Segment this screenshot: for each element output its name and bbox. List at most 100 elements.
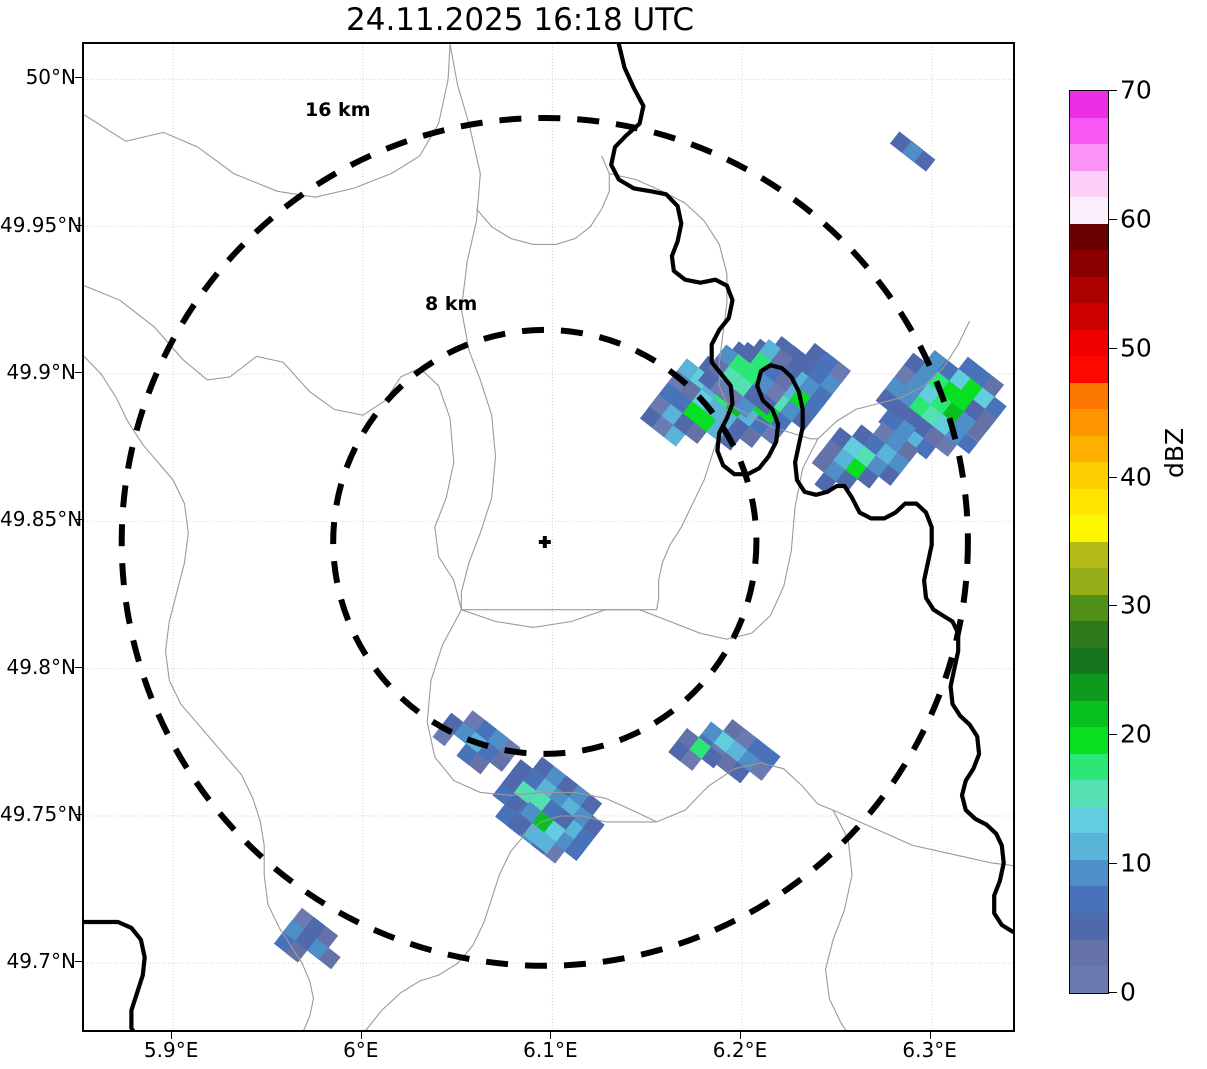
radar-cell xyxy=(651,415,674,438)
radar-plot-area[interactable] xyxy=(82,42,1015,1032)
radar-cell xyxy=(921,404,943,427)
radar-cell xyxy=(854,445,876,468)
radar-cell xyxy=(682,401,704,423)
radar-cell xyxy=(842,436,864,458)
country-border-southwest xyxy=(84,919,147,1030)
radar-cell xyxy=(887,398,910,420)
radar-cell xyxy=(739,426,762,448)
colorbar-band xyxy=(1070,382,1108,410)
colorbar-band xyxy=(1070,91,1108,118)
radar-cell xyxy=(817,352,839,374)
radar-cell xyxy=(316,926,338,948)
range-ring-label-8km: 8 km xyxy=(425,293,478,315)
radar-cell xyxy=(857,467,879,489)
range-ring-16km xyxy=(118,115,971,969)
radar-echo-layer xyxy=(273,131,1007,970)
radar-cell xyxy=(649,394,671,416)
colorbar-band xyxy=(1070,144,1108,171)
radar-cell xyxy=(510,813,533,836)
radar-cell xyxy=(811,451,834,473)
radar-cell xyxy=(820,373,842,395)
radar-cell xyxy=(663,425,686,447)
radar-cell xyxy=(728,353,751,376)
colorbar-band xyxy=(1070,303,1108,330)
latitude-tick-mark xyxy=(75,813,82,815)
radar-cell xyxy=(523,768,545,791)
colorbar-band xyxy=(1070,250,1108,277)
radar-cell xyxy=(805,342,827,365)
colorbar-tick-mark xyxy=(1108,218,1117,220)
colorbar-band xyxy=(1070,594,1108,622)
admin-border-line xyxy=(365,815,657,1030)
radar-cell xyxy=(694,410,716,432)
radar-cell xyxy=(511,759,533,781)
radar-cell xyxy=(735,728,757,750)
radar-cell xyxy=(701,721,724,744)
radar-cell xyxy=(283,919,305,942)
colorbar-tick-mark xyxy=(1108,863,1117,865)
radar-cell xyxy=(885,431,907,453)
radar-cell xyxy=(564,839,586,861)
latitude-tick-label: 49.9°N xyxy=(6,360,77,384)
colorbar-band xyxy=(1070,223,1108,251)
radar-cell xyxy=(830,427,852,449)
radar-cell xyxy=(942,402,964,424)
radar-cell xyxy=(731,375,753,397)
colorbar-band xyxy=(1070,541,1108,569)
radar-cell xyxy=(801,397,823,419)
admin-border-line xyxy=(449,44,497,610)
radar-cell xyxy=(951,390,974,412)
radar-cell xyxy=(747,737,769,760)
radar-cell xyxy=(673,413,695,435)
longitude-tick-mark xyxy=(740,1032,742,1039)
latitude-tick-label: 50°N xyxy=(25,65,76,90)
radar-cell xyxy=(894,419,916,441)
colorbar-band xyxy=(1070,647,1108,675)
admin-border-line xyxy=(84,355,315,1030)
radar-cell xyxy=(894,364,916,387)
colorbar-band xyxy=(1070,700,1108,728)
radar-cell xyxy=(808,364,830,386)
range-rings xyxy=(118,115,971,969)
radar-cell xyxy=(304,917,326,939)
longitude-tick-mark xyxy=(929,1032,931,1039)
radar-cell xyxy=(713,731,736,753)
radar-cell xyxy=(719,365,741,388)
range-ring-8km xyxy=(330,326,760,757)
radar-cell xyxy=(954,411,976,433)
radar-cell xyxy=(668,740,690,762)
colorbar[interactable] xyxy=(1069,90,1109,994)
radar-cell xyxy=(556,775,578,797)
colorbar-band xyxy=(1070,674,1108,701)
radar-cell xyxy=(878,464,900,486)
colorbar-band xyxy=(1070,197,1108,224)
colorbar-band xyxy=(1070,435,1108,463)
admin-border-line xyxy=(656,762,834,823)
colorbar-band xyxy=(1070,515,1108,542)
colorbar-band xyxy=(1070,409,1108,436)
radar-cell xyxy=(985,396,1007,419)
radar-cell xyxy=(680,749,702,771)
radar-cell xyxy=(852,424,874,446)
longitude-tick-mark xyxy=(360,1032,362,1039)
page-title: 24.11.2025 16:18 UTC xyxy=(346,2,694,38)
radar-cell xyxy=(963,399,986,421)
colorbar-tick-label: 60 xyxy=(1120,204,1152,234)
radar-cell xyxy=(661,403,683,426)
radar-cell xyxy=(821,439,843,461)
latitude-tick-label: 49.75°N xyxy=(0,801,83,826)
latitude-tick-mark xyxy=(75,519,82,521)
latitude-tick-mark xyxy=(75,224,82,226)
radar-cell xyxy=(489,750,512,772)
colorbar-tick-label: 30 xyxy=(1120,590,1152,620)
longitude-tick-label: 6.3°E xyxy=(902,1038,957,1062)
colorbar-tick-label: 40 xyxy=(1120,462,1152,492)
colorbar-band xyxy=(1070,356,1108,383)
admin-border-line xyxy=(832,809,1013,867)
radar-cell xyxy=(890,131,912,153)
radar-cell xyxy=(553,808,575,830)
radar-cell xyxy=(534,832,557,854)
radar-cell xyxy=(798,376,821,398)
radar-cell xyxy=(961,378,983,400)
longitude-tick-mark xyxy=(550,1032,552,1039)
